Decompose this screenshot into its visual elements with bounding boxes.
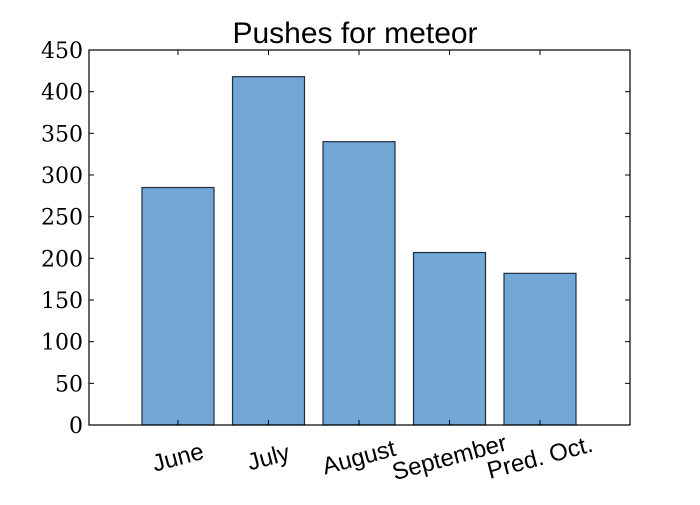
- y-tick-label: 450: [41, 39, 83, 64]
- y-tick-label: 200: [41, 247, 83, 272]
- y-tick-label: 100: [41, 331, 83, 356]
- x-tick-label: July: [244, 439, 292, 476]
- x-tick-label: June: [149, 438, 206, 478]
- y-tick-label: 350: [41, 122, 83, 147]
- bar-august: [322, 141, 396, 426]
- x-tick-label: August: [319, 435, 398, 481]
- y-tick-label: 150: [41, 289, 83, 314]
- y-tick-label: 0: [69, 414, 83, 439]
- bars-layer: [141, 76, 577, 426]
- bar-pred-oct: [503, 272, 577, 426]
- bar-june: [141, 186, 215, 426]
- bar-september: [412, 251, 487, 426]
- y-tick-label: 50: [55, 372, 83, 397]
- y-tick-label: 300: [41, 164, 83, 189]
- y-axis: 0 50 100 150 200 250 300 350 400 450: [41, 39, 630, 439]
- axes-frame: [88, 49, 631, 426]
- y-tick-label: 400: [41, 81, 83, 106]
- y-tick-label: 250: [41, 206, 83, 231]
- bar-july: [231, 76, 306, 426]
- chart-title: Pushes for meteor: [232, 17, 477, 50]
